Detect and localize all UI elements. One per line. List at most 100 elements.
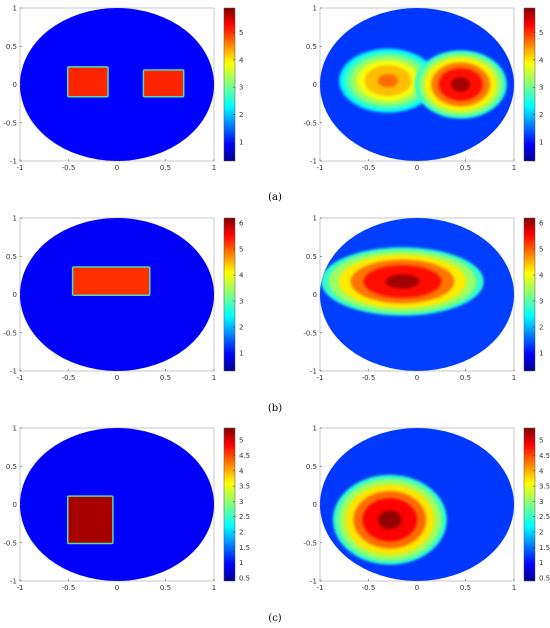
y-tick-label: 0 (313, 81, 317, 89)
x-tick-label: 0 (415, 164, 419, 172)
colorbar-tick-label: 4.5 (539, 452, 550, 460)
x-tick-label: 0 (115, 374, 119, 382)
colorbar-tick-label: 4 (539, 467, 544, 475)
y-tick-label: -1 (10, 368, 17, 376)
colorbar-tick-label: 5 (539, 437, 543, 445)
colorbar-tick-label: 5 (239, 437, 243, 445)
colorbar (523, 427, 536, 582)
colorbar-tick-label: 1.5 (539, 544, 550, 552)
colorbar-tick-label: 2 (239, 111, 243, 119)
domain-disk (20, 8, 214, 161)
reconstruction-level-5 (377, 74, 399, 88)
colorbar (523, 217, 536, 372)
y-tick-label: 0.5 (6, 43, 17, 51)
x-tick-label: 0.5 (160, 584, 171, 592)
inclusion (68, 67, 108, 96)
colorbar-tick-label: 2 (239, 529, 243, 537)
colorbar-tick-label: 4 (239, 56, 244, 64)
x-tick-label: -0.5 (62, 584, 76, 592)
colorbar-tick-label: 1 (539, 138, 543, 146)
colorbar-tick-label: 4 (539, 56, 544, 64)
inclusion (68, 496, 113, 543)
caption-c: (c) (268, 613, 282, 624)
colorbar-tick-label: 2.5 (239, 513, 250, 521)
x-tick-label: 1 (212, 584, 216, 592)
colorbar-tick-label: 1 (539, 559, 543, 567)
colorbar-tick-label: 4.5 (239, 452, 250, 460)
domain-disk (20, 428, 214, 581)
reconstruction-level-5 (385, 274, 420, 289)
colorbar-tick-label: 1 (239, 138, 243, 146)
x-tick-label: -0.5 (62, 164, 76, 172)
panel-a-ground-truth: -1 -0.5 0 0.5 1 -1 -0.5 0 0.5 1 1 2 3 4 5 (3, 5, 244, 173)
colorbar-tick-label: 3 (539, 297, 543, 305)
y-tick-label: 1 (313, 5, 317, 13)
colorbar (223, 7, 236, 162)
y-tick-label: -1 (310, 578, 317, 586)
colorbar-tick-label: 3 (239, 84, 243, 92)
colorbar-tick-label: 3 (539, 84, 543, 92)
y-tick-label: 1 (13, 215, 17, 223)
x-tick-label: 0.5 (460, 164, 471, 172)
x-tick-label: -1 (317, 374, 324, 382)
y-tick-label: -1 (310, 368, 317, 376)
colorbar-tick-label: 6 (239, 220, 244, 228)
y-tick-label: -1 (310, 158, 317, 166)
colorbar-tick-label: 3 (539, 498, 543, 506)
colorbar (523, 7, 536, 162)
colorbar-tick-label: 0.5 (239, 574, 250, 582)
colorbar-tick-label: 5 (539, 246, 543, 254)
colorbar-tick-label: 3.5 (539, 483, 550, 491)
colorbar-tick-label: 1 (239, 559, 243, 567)
panel-c-reconstruction: -1 -0.5 0 0.5 1 -1 -0.5 0 0.5 1 0.5 1 1.5 2 2.5 3 3.5 4 4.… (303, 425, 550, 593)
x-tick-label: 1 (512, 164, 516, 172)
colorbar-tick-label: 4 (239, 467, 244, 475)
y-tick-label: 0.5 (306, 43, 317, 51)
y-tick-label: -1 (10, 578, 17, 586)
colorbar-tick-label: 2 (539, 111, 543, 119)
y-tick-label: 0 (13, 501, 17, 509)
y-tick-label: -0.5 (303, 119, 317, 127)
y-tick-label: 0.5 (306, 253, 317, 261)
x-tick-label: 0.5 (160, 164, 171, 172)
y-tick-label: 1 (313, 425, 317, 433)
x-tick-label: -0.5 (362, 584, 376, 592)
y-tick-label: 0.5 (6, 463, 17, 471)
y-tick-label: 0 (313, 501, 317, 509)
colorbar-tick-label: 6 (539, 220, 544, 228)
colorbar-tick-label: 2 (539, 323, 543, 331)
x-tick-label: -0.5 (362, 374, 376, 382)
x-tick-label: -1 (317, 164, 324, 172)
y-tick-label: 0 (313, 291, 317, 299)
reconstruction-level-5 (451, 77, 471, 92)
x-tick-label: 0 (115, 584, 119, 592)
y-tick-label: -0.5 (303, 329, 317, 337)
y-tick-label: -0.5 (303, 539, 317, 547)
colorbar-tick-label: 3 (239, 297, 243, 305)
x-tick-label: -0.5 (362, 164, 376, 172)
colorbar-tick-label: 2 (539, 529, 543, 537)
colorbar-tick-label: 2.5 (539, 513, 550, 521)
x-tick-label: 1 (512, 584, 516, 592)
colorbar-tick-label: 0.5 (539, 574, 550, 582)
colorbar-tick-label: 5 (539, 29, 543, 37)
x-tick-label: -1 (17, 374, 24, 382)
x-tick-label: -0.5 (62, 374, 76, 382)
colorbar-tick-label: 3 (239, 498, 243, 506)
reconstruction-level-5 (377, 510, 402, 530)
inclusion (144, 70, 183, 96)
y-tick-label: -0.5 (3, 329, 17, 337)
colorbar-tick-label: 2 (239, 323, 243, 331)
x-tick-label: -1 (17, 164, 24, 172)
x-tick-label: -1 (17, 584, 24, 592)
panel-b-reconstruction: -1 -0.5 0 0.5 1 -1 -0.5 0 0.5 1 1 2 3 4 5 6 (303, 215, 544, 383)
colorbar (223, 217, 236, 372)
x-tick-label: -1 (317, 584, 324, 592)
colorbar-tick-label: 4 (239, 272, 244, 280)
y-tick-label: -0.5 (3, 119, 17, 127)
y-tick-label: 0.5 (6, 253, 17, 261)
inclusion (73, 267, 150, 295)
y-tick-label: 0 (13, 81, 17, 89)
y-tick-label: 1 (313, 215, 317, 223)
